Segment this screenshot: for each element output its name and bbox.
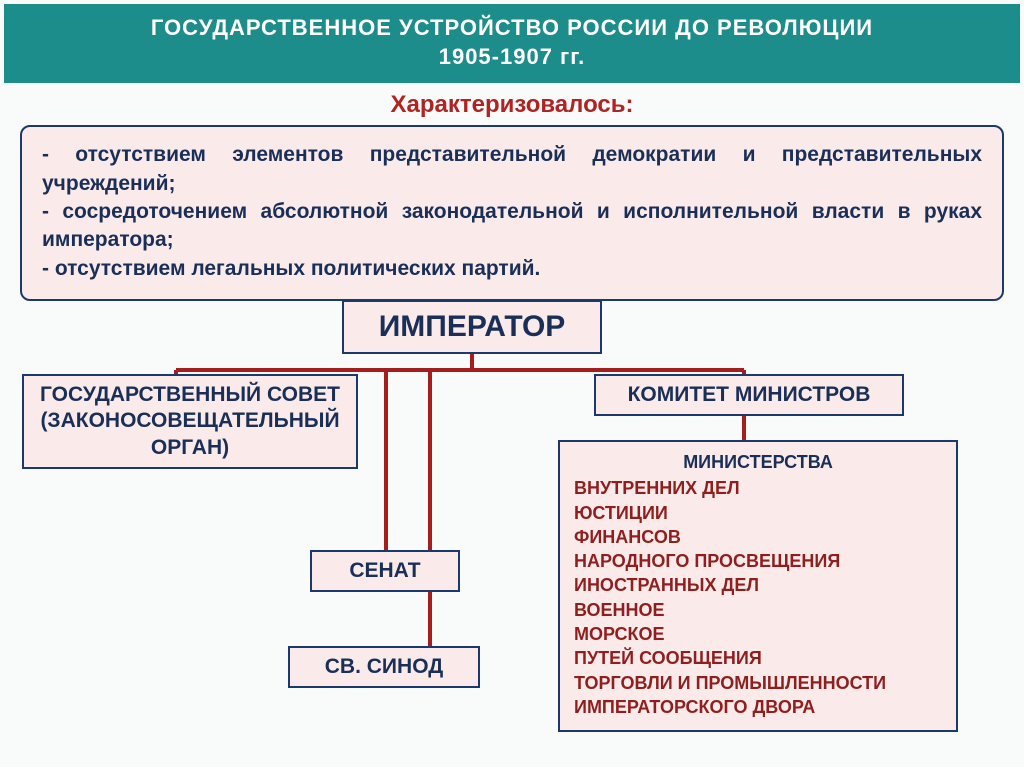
ministry-item: ФИНАНСОВ xyxy=(574,525,942,549)
char-item: - отсутствием легальных политических пар… xyxy=(42,255,982,283)
slide: ГОСУДАРСТВЕННОЕ УСТРОЙСТВО РОССИИ ДО РЕВ… xyxy=(0,0,1024,767)
node-state-council: ГОСУДАРСТВЕННЫЙ СОВЕТ (ЗАКОНОСОВЕЩАТЕЛЬН… xyxy=(22,374,358,469)
ministries-list: ВНУТРЕННИХ ДЕЛ ЮСТИЦИИ ФИНАНСОВ НАРОДНОГ… xyxy=(574,476,942,719)
node-emperor: ИМПЕРАТОР xyxy=(342,300,602,354)
node-senate: СЕНАТ xyxy=(310,550,460,592)
ministry-item: ВОЕННОЕ xyxy=(574,598,942,622)
characteristics-box: - отсутствием элементов представительной… xyxy=(20,125,1004,301)
state-council-l2: (ЗАКОНОСОВЕЩАТЕЛЬНЫЙ xyxy=(40,408,339,434)
org-diagram: ИМПЕРАТОР ГОСУДАРСТВЕННЫЙ СОВЕТ (ЗАКОНОС… xyxy=(0,300,1024,767)
ministry-item: НАРОДНОГО ПРОСВЕЩЕНИЯ xyxy=(574,549,942,573)
char-item: - отсутствием элементов представительной… xyxy=(42,141,982,198)
title-line-1: ГОСУДАРСТВЕННОЕ УСТРОЙСТВО РОССИИ ДО РЕВ… xyxy=(44,14,980,43)
ministry-item: ВНУТРЕННИХ ДЕЛ xyxy=(574,476,942,500)
ministry-item: ИНОСТРАННЫХ ДЕЛ xyxy=(574,573,942,597)
ministry-item: ТОРГОВЛИ И ПРОМЫШЛЕННОСТИ xyxy=(574,671,942,695)
node-committee: КОМИТЕТ МИНИСТРОВ xyxy=(594,374,904,416)
char-item: - сосредоточением абсолютной законодател… xyxy=(42,198,982,255)
ministry-item: ЮСТИЦИИ xyxy=(574,501,942,525)
node-synod: СВ. СИНОД xyxy=(288,646,480,688)
state-council-l3: ОРГАН) xyxy=(151,435,229,461)
ministry-item: ПУТЕЙ СООБЩЕНИЯ xyxy=(574,646,942,670)
state-council-l1: ГОСУДАРСТВЕННЫЙ СОВЕТ xyxy=(40,382,340,408)
ministry-item: ИМПЕРАТОРСКОГО ДВОРА xyxy=(574,695,942,719)
title-line-2: 1905-1907 гг. xyxy=(44,43,980,72)
title-bar: ГОСУДАРСТВЕННОЕ УСТРОЙСТВО РОССИИ ДО РЕВ… xyxy=(4,4,1020,83)
ministries-title: МИНИСТЕРСТВА xyxy=(574,450,942,474)
ministry-item: МОРСКОЕ xyxy=(574,622,942,646)
ministries-box: МИНИСТЕРСТВА ВНУТРЕННИХ ДЕЛ ЮСТИЦИИ ФИНА… xyxy=(558,440,958,732)
subtitle: Характеризовалось: xyxy=(4,91,1020,119)
